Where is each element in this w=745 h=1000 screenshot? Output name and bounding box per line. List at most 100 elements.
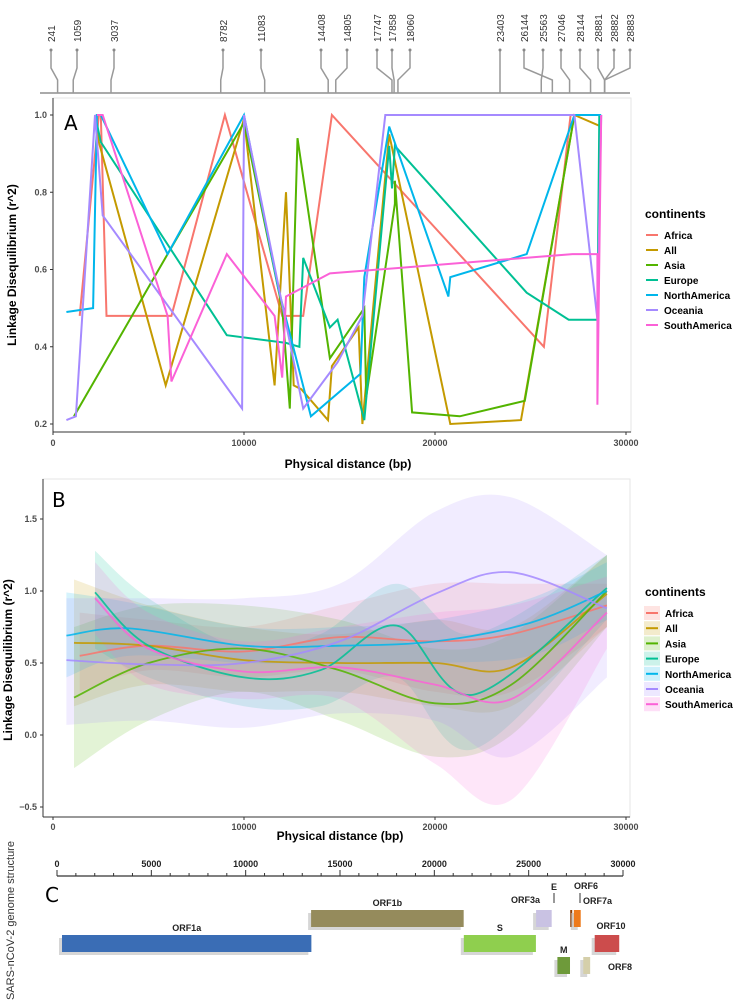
y-tick-label-0-2: 0.2 xyxy=(34,419,47,429)
panel-c-genome-diagram: SARS-nCoV-2 genome structure 0 5000 10000 1… xyxy=(5,841,636,1000)
panel-b-y-axis-title: Linkage Disequilibrium (r^2) xyxy=(1,579,15,741)
panel-c-letter: C xyxy=(45,883,59,907)
ruler-label-10000: 10000 xyxy=(233,859,258,869)
legend-label-oceania: Oceania xyxy=(665,685,704,696)
snp-connector-11083 xyxy=(260,50,266,93)
x-tick-label-20000: 20000 xyxy=(422,438,447,448)
panel-b-smooth-chart: B −0.5 0.0 0.5 1.0 1.5 0 10000 20000 30000 Phys… xyxy=(1,478,733,843)
gene-label-s: S xyxy=(497,923,503,933)
y-tick-label-1-0: 1.0 xyxy=(34,110,47,120)
legend-label-africa: Africa xyxy=(664,231,693,242)
legend-label-all: All xyxy=(665,624,678,635)
snp-label-28882: 28882 xyxy=(610,14,621,42)
smooth-line-oceania xyxy=(66,571,608,667)
ruler-label-30000: 30000 xyxy=(610,859,635,869)
panel-a-line-chart: A 0.2 0.4 0.6 0.8 1.0 0 10000 20000 30000 Physi… xyxy=(5,97,732,471)
snp-label-27046: 27046 xyxy=(557,14,568,42)
gene-block-s xyxy=(463,935,536,952)
panel-a-series-group xyxy=(66,111,603,426)
panel-b-plot-area xyxy=(42,478,631,818)
snp-label-18060: 18060 xyxy=(406,14,417,42)
snp-label-28883: 28883 xyxy=(626,14,637,42)
ruler-label-15000: 15000 xyxy=(327,859,352,869)
smooth-line-northamerica xyxy=(66,590,608,649)
series-line-europe xyxy=(94,114,601,421)
legend-label-europe: Europe xyxy=(665,655,700,666)
legend-label-southamerica: SouthAmerica xyxy=(665,700,733,711)
smooth-line-southamerica xyxy=(94,597,608,704)
snp-connector-18060 xyxy=(397,50,411,93)
gene-block-orf1a xyxy=(62,935,312,952)
ruler-label-5000: 5000 xyxy=(141,859,161,869)
gene-label-m: M xyxy=(560,945,568,955)
ruler-label-20000: 20000 xyxy=(422,859,447,869)
gene-block-orf8 xyxy=(583,957,591,974)
snp-label-14408: 14408 xyxy=(317,14,328,42)
snp-marker-18060 xyxy=(408,48,412,52)
gene-blocks: ORF1a ORF1b S ORF3a E M ORF6 ORF7a ORF8 ORF10 xyxy=(59,881,632,977)
y-tick-label--0-5: −0.5 xyxy=(19,802,37,812)
snp-connector-28883 xyxy=(603,50,631,93)
gene-label-orf3a: ORF3a xyxy=(511,895,541,905)
confidence-band-oceania xyxy=(66,494,607,758)
snp-connector-27046 xyxy=(560,50,571,93)
snp-connector-25563 xyxy=(540,50,544,93)
y-tick-label-0-0: 0.0 xyxy=(24,730,37,740)
confidence-band-all xyxy=(74,555,607,713)
y-tick-label-1-0: 1.0 xyxy=(24,586,37,596)
legend-label-asia: Asia xyxy=(664,261,686,272)
gene-label-e: E xyxy=(551,882,557,892)
snp-marker-28883 xyxy=(628,48,632,52)
y-tick-label-0-4: 0.4 xyxy=(34,342,47,352)
x-tick-label-0: 0 xyxy=(50,438,55,448)
panel-a-x-ticks: 0 10000 20000 30000 xyxy=(50,432,639,448)
snp-marker-27046 xyxy=(559,48,563,52)
gene-block-orf7a xyxy=(573,910,581,927)
snp-marker-17858 xyxy=(390,48,394,52)
snp-label-3037: 3037 xyxy=(110,19,121,42)
snp-connector-28144 xyxy=(579,50,592,93)
snp-label-8782: 8782 xyxy=(219,19,230,42)
snp-label-17858: 17858 xyxy=(388,14,399,42)
x-tick-label-10000: 10000 xyxy=(231,438,256,448)
confidence-band-asia xyxy=(74,555,607,769)
panel-a-legend: continents Africa All Asia Europe NorthAmeric… xyxy=(645,207,732,332)
gene-label-orf8: ORF8 xyxy=(608,962,632,972)
snp-connector-26144 xyxy=(523,50,554,93)
snp-connector-17858 xyxy=(391,50,395,93)
panel-b-legend: continents Africa All Asia Europe NorthAmeric… xyxy=(644,585,733,712)
panel-b-x-axis-title: Physical distance (bp) xyxy=(277,829,404,843)
snp-marker-14805 xyxy=(345,48,349,52)
ruler-label-25000: 25000 xyxy=(516,859,541,869)
y-tick-label-1-5: 1.5 xyxy=(24,514,37,524)
snp-connector-241 xyxy=(50,50,59,93)
x-tick-label-10000: 10000 xyxy=(231,822,256,832)
snp-label-14805: 14805 xyxy=(343,14,354,42)
series-line-all xyxy=(94,113,602,426)
legend-label-northamerica: NorthAmerica xyxy=(665,670,732,681)
confidence-band-southamerica xyxy=(95,562,607,806)
snp-connector-8782 xyxy=(219,50,224,93)
panel-b-letter: B xyxy=(52,488,66,512)
snp-marker-28144 xyxy=(578,48,582,52)
legend-title: continents xyxy=(645,207,706,221)
gene-label-orf1b: ORF1b xyxy=(373,898,403,908)
y-tick-label-0-5: 0.5 xyxy=(24,658,37,668)
snp-marker-3037 xyxy=(112,48,116,52)
panel-a-y-ticks: 0.2 0.4 0.6 0.8 1.0 xyxy=(34,110,53,429)
series-line-oceania xyxy=(66,114,603,422)
x-tick-label-20000: 20000 xyxy=(422,822,447,832)
x-tick-label-0: 0 xyxy=(50,822,55,832)
legend-label-southamerica: SouthAmerica xyxy=(664,321,732,332)
snp-label-26144: 26144 xyxy=(520,14,531,42)
legend-label-oceania: Oceania xyxy=(664,306,703,317)
smooth-line-asia xyxy=(73,590,608,705)
legend-label-africa: Africa xyxy=(665,609,694,620)
snp-marker-28881 xyxy=(596,48,600,52)
panel-c-side-title: SARS-nCoV-2 genome structure xyxy=(5,841,17,1000)
gene-label-orf1a: ORF1a xyxy=(172,923,202,933)
legend-title: continents xyxy=(645,585,706,599)
panel-a-y-axis-title: Linkage Disequilibrium (r^2) xyxy=(5,184,19,346)
genome-ruler: 0 5000 10000 15000 20000 25000 30000 xyxy=(54,859,636,877)
